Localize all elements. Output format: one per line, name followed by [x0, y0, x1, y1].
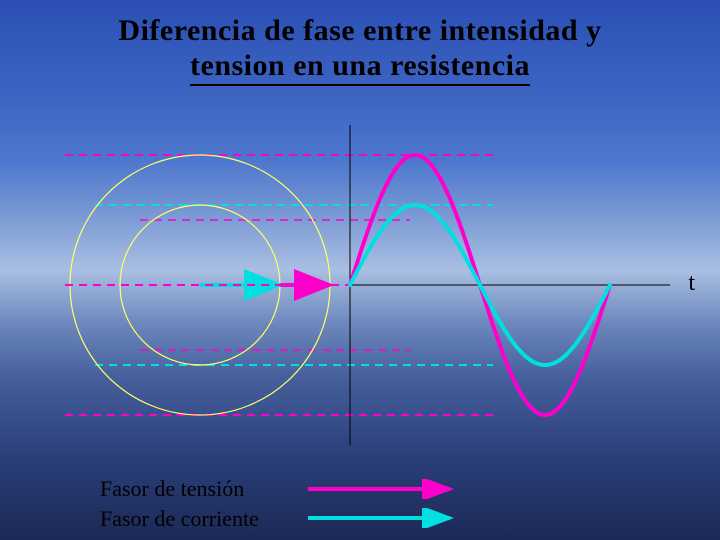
title-line-1: Diferencia de fase entre intensidad y	[118, 14, 601, 47]
title-line-2: tension en una resistencia	[190, 49, 530, 86]
diagram-area: t	[60, 110, 680, 450]
legend-voltage-label: Fasor de tensión	[100, 475, 300, 503]
legend-row-voltage: Fasor de tensión	[100, 475, 470, 503]
legend-current-arrow	[300, 508, 470, 528]
slide-title: Diferencia de fase entre intensidad y te…	[0, 14, 720, 83]
legend-row-current: Fasor de corriente	[100, 505, 470, 533]
phasor-sine-diagram	[60, 110, 680, 450]
slide: Diferencia de fase entre intensidad y te…	[0, 0, 720, 540]
time-axis-label: t	[688, 270, 695, 297]
legend-current-label: Fasor de corriente	[100, 505, 300, 533]
legend: Fasor de tensión Fasor de corriente	[100, 475, 470, 534]
legend-voltage-arrow	[300, 479, 470, 499]
